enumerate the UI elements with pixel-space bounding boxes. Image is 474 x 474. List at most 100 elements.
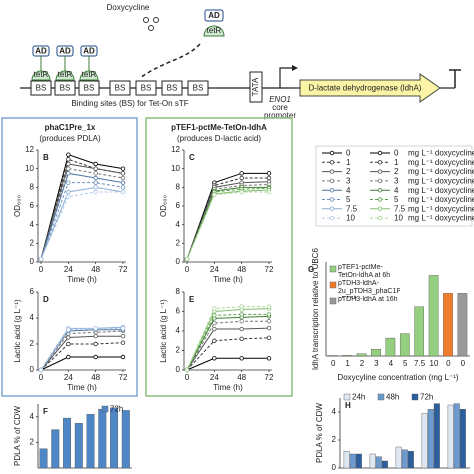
bar (381, 460, 388, 469)
bar (86, 414, 95, 469)
y-axis-title: Lactic acid (g L⁻¹) (13, 299, 22, 363)
bs-box (30, 80, 52, 96)
bar (385, 337, 396, 357)
data-point (38, 367, 44, 373)
legend-label: 24h (352, 393, 365, 402)
y-tick-label: 12 (171, 145, 180, 154)
series-line (40, 342, 124, 371)
data-point (66, 189, 71, 195)
series-line (186, 306, 269, 371)
y-tick-label: 0 (176, 257, 181, 266)
series-line (186, 186, 269, 260)
series-line (40, 329, 123, 371)
bs-label: BS (60, 84, 71, 93)
data-point (239, 175, 244, 181)
data-point (212, 321, 217, 326)
legend-unit: mg L⁻¹ doxycycline (408, 195, 474, 204)
series-line (40, 335, 123, 371)
promoter-arrowhead (292, 65, 298, 71)
bs-label: BS (167, 84, 178, 93)
data-point (120, 354, 126, 360)
y-axis-title: PDLA % of CDW (315, 403, 324, 463)
series-line (40, 154, 124, 260)
x-tick-label: 3 (374, 359, 379, 368)
y-tick-label: 8 (30, 182, 35, 191)
legend-label: 7.5 (346, 204, 358, 213)
data-point (266, 304, 272, 309)
bs-box (109, 80, 131, 96)
panel-frame (145, 117, 293, 397)
tata-box (249, 71, 263, 103)
data-point (66, 166, 71, 171)
x-tick-label: 5 (403, 359, 408, 368)
bar (74, 423, 83, 469)
y-tick-label: 2 (332, 435, 337, 444)
data-point (212, 356, 217, 361)
series-line (40, 326, 124, 371)
bs-box (135, 80, 157, 96)
y-axis-title: OD₆₀₀ (159, 195, 168, 217)
legend-marker (377, 187, 383, 193)
legend-marker (377, 178, 383, 184)
molecule (148, 25, 154, 31)
gene-arrow (299, 73, 441, 103)
bar (421, 413, 428, 469)
legend-label-box: pTDH3-ldhA at 16h (338, 296, 398, 303)
bar (414, 306, 425, 357)
panel-label: F (43, 407, 48, 416)
series-line (40, 163, 124, 260)
x-tick-label: 48 (237, 265, 246, 274)
legend-unit: mg L⁻¹ doxycycline (408, 186, 474, 195)
data-point (93, 175, 98, 181)
y-tick-label: 6 (30, 201, 35, 210)
ad-label: AD (59, 47, 71, 56)
y-axis-title: Lactic acid (g L⁻¹) (159, 299, 168, 363)
tetr-label: tetR (34, 70, 49, 79)
data-point (66, 354, 71, 360)
data-point (239, 356, 244, 361)
legend-marker (329, 215, 335, 221)
legend-unit: mg L⁻¹ doxycycline (408, 167, 474, 176)
legend-swatch (411, 393, 419, 401)
data-point (93, 189, 98, 195)
y-tick-label: 6 (176, 201, 181, 210)
promoter-label: core (272, 103, 288, 112)
data-point (38, 257, 44, 262)
x-tick-label: 24 (210, 265, 219, 274)
legend-label: 72h (420, 393, 433, 402)
legend-marker (377, 169, 383, 174)
bs-box (187, 80, 209, 96)
series-line (186, 177, 269, 260)
legend-label: 7.5 (394, 204, 406, 213)
molecule (143, 17, 149, 23)
legend-marker (377, 215, 383, 221)
legend-label: pTDH3-ldhA at 16h (338, 296, 398, 303)
bar (447, 404, 454, 469)
x-tick-label: 0 (446, 359, 451, 368)
data-point (266, 335, 272, 341)
panel-label: D (43, 295, 49, 304)
data-point (212, 306, 217, 311)
legend-unit: mg L⁻¹ doxycycline (408, 204, 474, 213)
tetr-label: tetR (207, 26, 222, 35)
legend-label: 3 (346, 177, 351, 186)
y-axis-title: ldhA transcription relative to UBC6 (311, 248, 320, 370)
data-point (266, 189, 272, 195)
ad-label: AD (208, 11, 220, 20)
legend-marker (377, 197, 383, 202)
bar (356, 353, 367, 357)
series-line (186, 357, 269, 371)
legend-label: 4 (394, 186, 399, 195)
series-line (186, 313, 269, 371)
data-point (239, 312, 244, 317)
legend-unit: mg L⁻¹ doxycycline (408, 149, 474, 158)
x-tick-label: 48 (91, 373, 100, 382)
panel-label: E (189, 295, 195, 304)
series-line (40, 330, 124, 371)
data-point (93, 326, 98, 331)
x-tick-label: 24 (64, 373, 73, 382)
data-point (239, 171, 244, 176)
series-line (186, 308, 270, 371)
bar (110, 407, 119, 469)
legend-swatch (329, 265, 337, 273)
